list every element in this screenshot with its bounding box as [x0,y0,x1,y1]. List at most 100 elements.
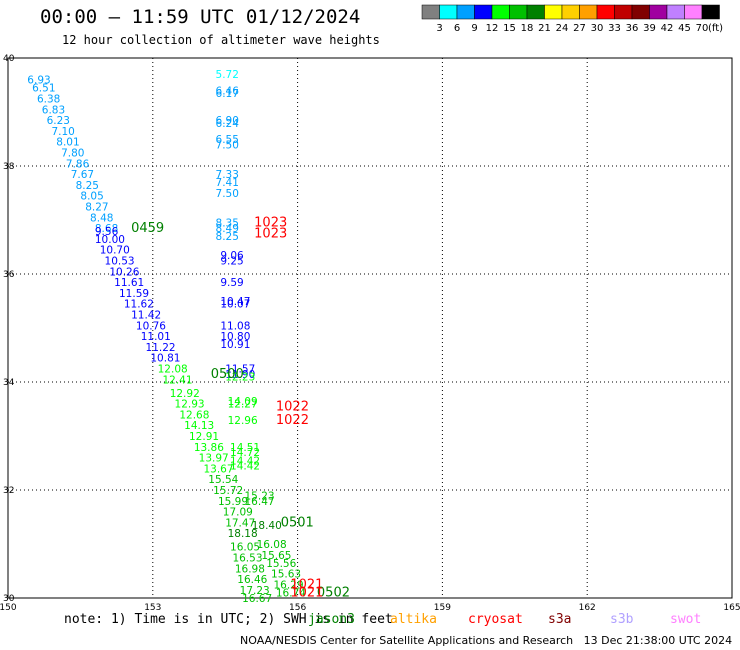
pass-time-label: 0500 [211,367,244,382]
wave-height-label: 16.46 [237,574,267,586]
wave-height-label: 15.54 [208,474,238,486]
wave-height-label: 7.50 [216,188,239,200]
colorbar-tick-label: 27 [573,23,586,34]
wave-height-label: 14.09 [228,396,258,408]
footer-credit: NOAA/NESDIS Center for Satellite Applica… [240,634,733,647]
colorbar-tick-label: 42 [661,23,674,34]
mission-legend-item: s3a [548,612,572,627]
mission-legend-item: cryosat [468,612,523,627]
wave-height-label: 10.91 [220,339,250,351]
wave-height-label: 8.68 [95,223,118,235]
wave-height-label: 14.51 [230,442,260,454]
colorbar-tick-label: 21 [538,23,551,34]
colorbar-tick-label: 15 [503,23,516,34]
wave-height-label: 6.90 [216,115,239,127]
colorbar-tick-label: 33 [608,23,621,34]
mission-legend-item: s3b [610,612,634,627]
wave-height-label: 11.22 [146,342,176,354]
x-tick-label: 153 [144,603,161,613]
wave-height-label: 16.47 [245,496,275,508]
wave-height-label: 17.47 [225,517,255,529]
wave-height-label: 10.26 [109,266,139,278]
wave-height-label: 14.13 [184,420,214,432]
wave-height-label: 7.50 [216,139,239,151]
colorbar-tick-label: 70 [696,23,709,34]
wave-height-label: 8.05 [80,191,103,203]
wave-height-label: 11.57 [225,364,255,376]
colorbar-tick-label: 36 [626,23,639,34]
x-tick-label: 159 [434,603,451,613]
y-tick-label: 32 [3,486,14,496]
wave-height-label: 18.40 [252,520,282,532]
wave-height-label: 6.38 [37,94,60,106]
plot-frame [7,57,733,599]
wave-height-label: 12.41 [162,374,192,386]
wave-height-label: 16.53 [232,553,262,565]
wave-height-label: 12.23 [225,372,255,384]
wave-height-label: 15.72 [213,485,243,497]
y-tick-label: 36 [3,270,15,280]
wave-height-label: 11.01 [141,331,171,343]
wave-height-label: 15.56 [266,558,296,570]
wave-height-label: 6.51 [32,83,55,95]
wave-height-label: 13.86 [194,442,224,454]
wave-height-label: 11.61 [114,277,144,289]
colorbar-tick-label: 3 [436,23,442,34]
x-tick-label: 156 [289,603,306,613]
wave-height-label: 6.17 [216,88,239,100]
pass-time-label: 1021 [290,578,323,593]
wave-height-label: 16.74 [276,588,306,600]
wave-height-label: 14.42 [230,455,260,467]
pass-time-label: 1021 [290,586,323,601]
wave-height-label: 8.25 [76,180,99,192]
x-tick-label: 165 [723,603,740,613]
colorbar-tick-label: 39 [643,23,656,34]
wave-height-label: 11.08 [220,320,250,332]
wave-height-label: 12.68 [179,409,209,421]
wave-height-label: 14.42 [230,461,260,473]
wave-height-label: 16.08 [257,539,287,551]
wave-height-label: 10.53 [105,256,135,268]
wave-height-label: 8.49 [216,223,239,235]
colorbar-tick-label: 9 [471,23,477,34]
wave-height-label: 12.92 [170,388,200,400]
wave-height-label: 10.07 [220,299,250,311]
wave-height-label: 14.72 [230,447,260,459]
wave-height-label: 7.41 [216,177,239,189]
wave-height-label: 13.67 [203,463,233,475]
wave-height-label: 8.25 [216,231,239,243]
wave-height-label: 6.46 [216,85,240,97]
wave-height-label: 16.29 [273,580,303,592]
wave-height-label: 10.47 [220,296,250,308]
chart-title: 00:00 – 11:59 UTC 01/12/2024 [40,6,361,28]
wave-height-label: 9.25 [220,256,243,268]
colorbar-tick-label: 12 [486,23,499,34]
wave-height-label: 7.33 [216,169,239,181]
wave-height-label: 11.42 [131,310,161,322]
wave-height-label: 6.93 [27,75,50,87]
colorbar-tick-label: 6 [454,23,460,34]
wave-height-label: 17.23 [240,585,270,597]
wave-height-label: 5.72 [216,69,239,81]
footer-note: note: 1) Time is in UTC; 2) SWH is in fe… [64,612,393,627]
pass-time-label: 0501 [281,515,314,530]
wave-height-label: 12.27 [228,399,258,411]
colorbar-unit: (ft) [708,23,723,34]
mission-legend-item: altika [390,612,437,627]
chart-subtitle: 12 hour collection of altimeter wave hei… [62,33,380,47]
wave-height-label: 10.80 [220,331,250,343]
wave-height-label: 7.86 [66,158,90,170]
wave-height-label: 12.08 [158,364,188,376]
wave-height-label: 10.70 [100,245,130,257]
mission-legend-item: jason3 [308,612,355,627]
pass-time-label: 1022 [276,413,309,428]
wave-height-label: 8.48 [90,212,113,224]
color-scale-legend: 3 6 9 12 15 18 21 24 27 30 33 36 39 42 45 70 (ft) [421,4,723,34]
wave-height-label: 9.56 [95,226,119,238]
pass-time-label: 0459 [131,221,164,236]
colorbar-tick-label: 24 [556,23,569,34]
y-tick-label: 38 [3,162,15,172]
wave-height-label: 7.80 [61,148,84,160]
wave-height-label: 6.23 [47,115,70,127]
